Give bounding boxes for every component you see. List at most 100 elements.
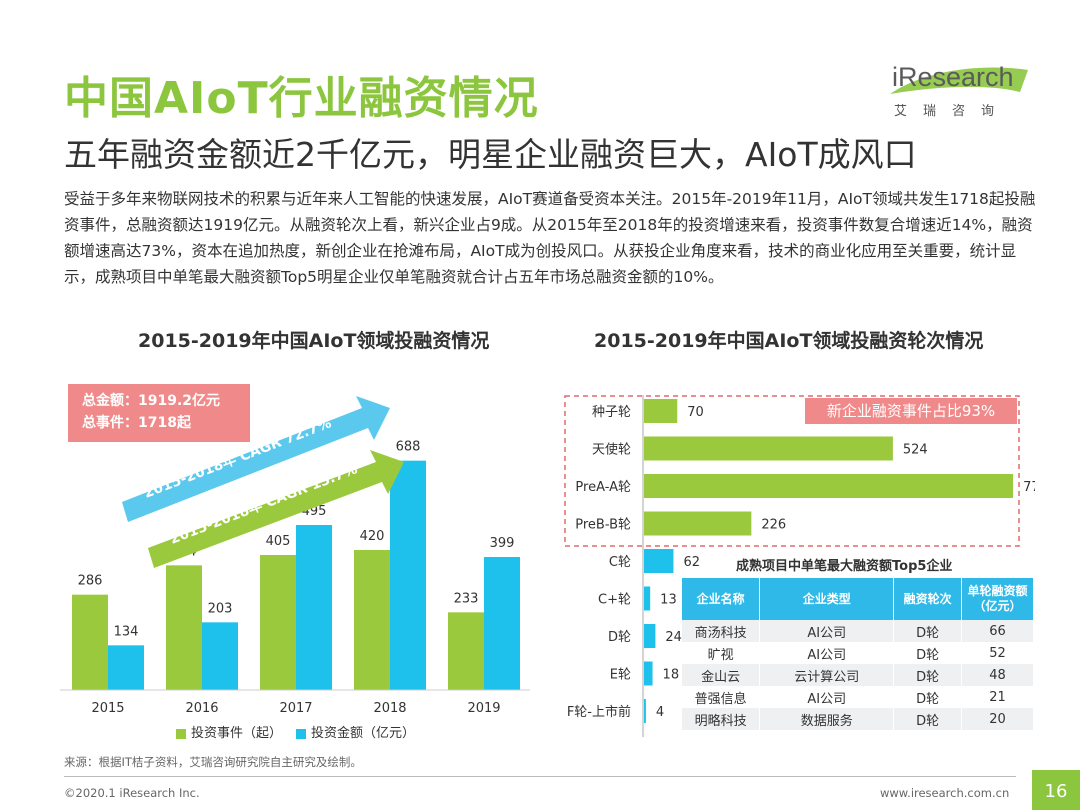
table-cell: 金山云: [682, 664, 760, 686]
new-company-badge: 新企业融资事件占比93%: [805, 398, 1017, 424]
th-amount: 单轮融资额（亿元）: [962, 578, 1034, 620]
table-cell: 旷视: [682, 642, 760, 664]
y-tick-0: 种子轮: [592, 405, 631, 420]
y-tick-6: D轮: [608, 630, 631, 645]
top5-title: 成熟项目中单笔最大融资额Top5企业: [736, 555, 952, 574]
table-row: 金山云 云计算公司 D轮 48: [682, 664, 1034, 686]
table-cell: 普强信息: [682, 686, 760, 708]
round-bar-8: [644, 699, 646, 723]
bar-2016-events: [166, 565, 202, 690]
footer-divider: [64, 776, 1016, 777]
source-note: 来源：根据IT桔子资料，艾瑞咨询研究院自主研究及绘制。: [64, 754, 362, 770]
x-tick-2016: 2016: [185, 701, 218, 716]
table-cell: D轮: [894, 642, 962, 664]
value-label-2018-amount: 688: [396, 440, 421, 455]
y-tick-4: C轮: [609, 555, 631, 570]
th-round: 融资轮次: [894, 578, 962, 620]
value-label-2015-events: 286: [78, 574, 103, 589]
intro-paragraph: 受益于多年来物联网技术的积累与近年来人工智能的快速发展，AIoT赛道备受资本关注…: [64, 186, 1036, 290]
x-tick-2017: 2017: [279, 701, 312, 716]
bar-2018-amount: [390, 461, 426, 690]
legend-item-events: 投资事件（起）: [176, 722, 282, 741]
logo-subtext: 艾瑞咨询: [894, 100, 1010, 119]
y-tick-8: F轮-上市前: [567, 704, 631, 720]
value-label-2015-amount: 134: [114, 624, 139, 639]
round-value-8: 4: [656, 705, 664, 720]
round-bar-1: [644, 437, 893, 461]
round-bar-5: [644, 587, 650, 611]
table-cell: 66: [962, 620, 1034, 642]
top5-table: 企业名称 企业类型 融资轮次 单轮融资额（亿元） 商汤科技 AI公司 D轮 66 旷视 A…: [682, 578, 1034, 730]
y-tick-7: E轮: [610, 668, 631, 683]
th-company: 企业名称: [682, 578, 760, 620]
round-value-1: 524: [903, 443, 928, 458]
table-row: 商汤科技 AI公司 D轮 66: [682, 620, 1034, 642]
round-bar-0: [644, 399, 677, 423]
page-title: 中国AIoT行业融资情况: [64, 62, 539, 126]
right-chart-title: 2015-2019年中国AIoT领域投融资轮次情况: [594, 326, 983, 353]
table-cell: D轮: [894, 664, 962, 686]
round-value-7: 18: [663, 668, 680, 683]
summary-events: 总事件：1718起: [82, 412, 250, 434]
table-cell: 52: [962, 642, 1034, 664]
left-chart-title: 2015-2019年中国AIoT领域投融资情况: [138, 326, 489, 353]
round-value-2: 777: [1023, 480, 1035, 495]
table-cell: 商汤科技: [682, 620, 760, 642]
th-type: 企业类型: [760, 578, 894, 620]
value-label-2018-events: 420: [360, 529, 385, 544]
table-cell: D轮: [894, 708, 962, 730]
logo-text: iResearch: [892, 62, 1014, 93]
bar-2019-events: [448, 612, 484, 690]
table-row: 普强信息 AI公司 D轮 21: [682, 686, 1034, 708]
value-label-2019-amount: 399: [490, 536, 515, 551]
chart-legend: 投资事件（起） 投资金额（亿元）: [176, 722, 415, 741]
y-tick-5: C+轮: [598, 593, 631, 608]
table-row: 明略科技 数据服务 D轮 20: [682, 708, 1034, 730]
page-subtitle: 五年融资金额近2千亿元，明星企业融资巨大，AIoT成风口: [64, 128, 917, 176]
table-cell: 明略科技: [682, 708, 760, 730]
bar-2015-amount: [108, 645, 144, 690]
legend-label-events: 投资事件（起）: [191, 726, 282, 741]
round-value-3: 226: [761, 518, 786, 533]
bar-2016-amount: [202, 622, 238, 690]
legend-swatch-blue: [296, 729, 306, 739]
round-bar-3: [644, 512, 751, 536]
round-bar-6: [644, 624, 655, 648]
copyright: ©2020.1 iResearch Inc.: [64, 786, 200, 800]
table-cell: D轮: [894, 686, 962, 708]
legend-swatch-green: [176, 729, 186, 739]
table-cell: 数据服务: [760, 708, 894, 730]
value-label-2017-events: 405: [266, 534, 291, 549]
top5-header-row: 企业名称 企业类型 融资轮次 单轮融资额（亿元）: [682, 578, 1034, 620]
table-cell: AI公司: [760, 686, 894, 708]
x-tick-2018: 2018: [373, 701, 406, 716]
value-label-2016-amount: 203: [208, 601, 233, 616]
table-cell: AI公司: [760, 620, 894, 642]
round-bar-7: [644, 662, 653, 686]
y-tick-1: 天使轮: [592, 442, 631, 458]
round-value-5: 13: [660, 593, 677, 608]
table-cell: 21: [962, 686, 1034, 708]
legend-item-amount: 投资金额（亿元）: [296, 722, 415, 741]
table-cell: 48: [962, 664, 1034, 686]
page-number: 16: [1032, 770, 1080, 810]
round-value-4: 62: [683, 555, 700, 570]
bar-2017-events: [260, 555, 296, 690]
y-tick-3: PreB-B轮: [575, 518, 631, 533]
round-bar-4: [644, 549, 673, 573]
legend-label-amount: 投资金额（亿元）: [311, 726, 415, 741]
summary-box: 总金额：1919.2亿元 总事件：1718起: [68, 384, 250, 442]
round-bar-2: [644, 474, 1013, 498]
bar-2015-events: [72, 595, 108, 690]
round-value-0: 70: [687, 405, 704, 420]
table-cell: D轮: [894, 620, 962, 642]
bar-2018-events: [354, 550, 390, 690]
bar-2019-amount: [484, 557, 520, 690]
table-row: 旷视 AI公司 D轮 52: [682, 642, 1034, 664]
value-label-2019-events: 233: [454, 591, 479, 606]
y-tick-2: PreA-A轮: [575, 480, 631, 495]
table-cell: 20: [962, 708, 1034, 730]
summary-amount: 总金额：1919.2亿元: [82, 390, 250, 412]
x-tick-2019: 2019: [467, 701, 500, 716]
bar-2017-amount: [296, 525, 332, 690]
